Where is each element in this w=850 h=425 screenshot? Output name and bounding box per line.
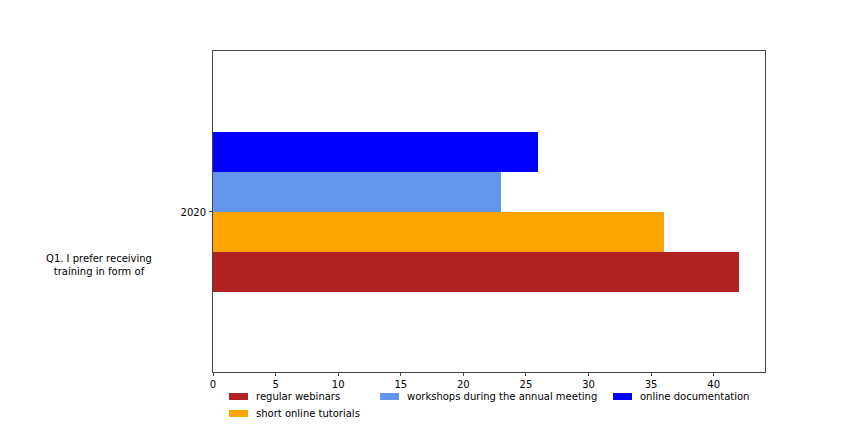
x-tick-label: 10 [332, 379, 345, 390]
legend-label-online-documentation: online documentation [640, 390, 749, 403]
bar-online-documentation [213, 132, 538, 172]
x-tick-label: 0 [210, 379, 216, 390]
legend-swatch-short-online-tutorials [229, 410, 248, 417]
legend-label-short-online-tutorials: short online tutorials [256, 407, 360, 420]
legend-swatch-regular-webinars [229, 393, 248, 400]
x-tick-mark [213, 372, 214, 376]
legend-item-online-documentation: online documentation [613, 390, 749, 403]
y-tick-mark [209, 211, 213, 212]
question-annotation-line1: Q1. I prefer receiving [19, 252, 179, 265]
x-tick-label: 40 [707, 379, 720, 390]
x-tick-label: 15 [394, 379, 407, 390]
x-tick-label: 25 [520, 379, 533, 390]
question-annotation-line2: training in form of [19, 265, 179, 278]
legend-label-regular-webinars: regular webinars [256, 390, 340, 403]
y-tick-label: 2020 [181, 206, 206, 217]
legend-item-short-online-tutorials: short online tutorials [229, 407, 360, 420]
x-tick-mark [338, 372, 339, 376]
legend-item-workshops-during-the-annual-meeting: workshops during the annual meeting [380, 390, 597, 403]
x-tick-mark [525, 372, 526, 376]
x-tick-mark [651, 372, 652, 376]
x-tick-mark [713, 372, 714, 376]
legend-swatch-workshops-during-the-annual-meeting [380, 393, 399, 400]
bar-regular-webinars [213, 252, 739, 292]
legend-swatch-online-documentation [613, 393, 632, 400]
x-tick-mark [463, 372, 464, 376]
plot-area: 05101520253035402020 [212, 50, 766, 373]
question-annotation: Q1. I prefer receiving training in form … [19, 252, 179, 278]
x-tick-mark [275, 372, 276, 376]
bar-workshops-during-the-annual-meeting [213, 172, 501, 212]
x-tick-mark [588, 372, 589, 376]
x-tick-label: 35 [645, 379, 658, 390]
legend-item-regular-webinars: regular webinars [229, 390, 340, 403]
bar-short-online-tutorials [213, 212, 664, 252]
legend-label-workshops-during-the-annual-meeting: workshops during the annual meeting [407, 390, 597, 403]
x-tick-label: 5 [272, 379, 278, 390]
x-tick-label: 30 [582, 379, 595, 390]
x-tick-label: 20 [457, 379, 470, 390]
figure: Q1. I prefer receiving training in form … [0, 0, 850, 425]
x-tick-mark [400, 372, 401, 376]
